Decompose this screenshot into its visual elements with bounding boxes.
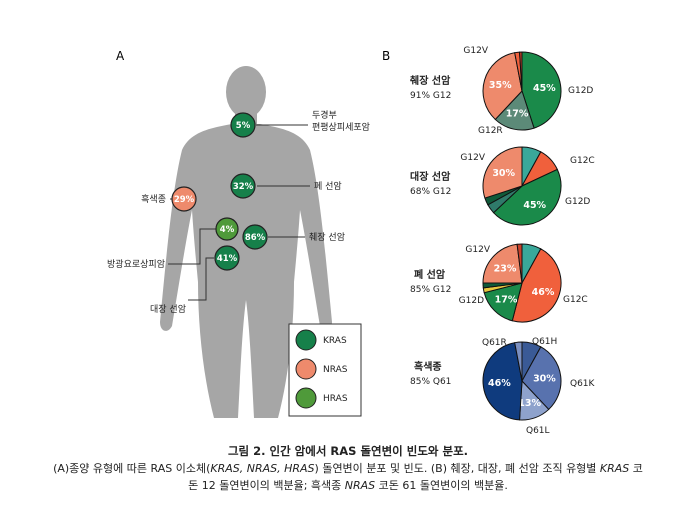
pie-3-slice-2-label: Q61L [526, 426, 550, 436]
figure: A 5% 29% 32% 86% 4% 41% 두경부 편평상피세포암 흑색종 [107, 46, 596, 436]
pie-title-melanoma: 흑색종 [414, 360, 442, 373]
caption-text: 코돈 61 돌연변이의 백분율. [375, 479, 508, 492]
pie-2-slice-2-label: G12D [459, 296, 484, 306]
site-label-pancreas: 췌장 선암 [309, 231, 345, 243]
pie-0-slice-2 [482, 52, 523, 121]
site-label-colorectal: 대장 선암 [150, 303, 186, 315]
site-pct-colorectal: 41% [217, 254, 238, 264]
pie-0-slice-1-value: 17% [506, 109, 529, 120]
pie-2-slice-1-value: 46% [532, 287, 555, 298]
pie-0-slice-0 [521, 51, 562, 129]
panel-a-label: A [116, 49, 125, 63]
panel-b-label: B [382, 49, 390, 63]
legend-swatch-nras [295, 358, 317, 380]
pie-2-slice-1-label: G12C [563, 295, 588, 305]
pie-1-slice-5-label: G12V [460, 153, 485, 163]
pie-0-slice-1-label: G12R [478, 126, 503, 136]
pie-1-slice-2-label: G12D [565, 197, 590, 207]
pie-2-slice-6 [516, 243, 523, 284]
caption-gene-name: NRAS [344, 479, 376, 492]
pie-1-slice-1-label: G12C [570, 156, 595, 166]
pie-3-slice-2-value: 13% [518, 398, 541, 409]
pie-0-slice-0-label: G12D [568, 86, 593, 96]
site-label-melanoma: 흑색종 [141, 193, 166, 205]
pie-2-slice-5-label: G12V [465, 245, 490, 255]
caption-gene-names: KRAS, NRAS, HRAS [210, 462, 315, 475]
caption-line-1: (A)종양 유형에 따른 RAS 이소체(KRAS, NRAS, HRAS) 돌… [40, 460, 656, 477]
caption-text: ) 돌연변이 분포 및 빈도. (B) 췌장, 대장, 폐 선암 조직 유형별 [314, 462, 600, 475]
pie-0-slice-4 [519, 51, 523, 92]
site-circle-colorectal [214, 245, 240, 271]
legend-swatch-hras [295, 387, 317, 409]
caption-text: 돈 12 돌연변이의 백분율; 흑색종 [188, 479, 345, 492]
site-circle-pancreas [242, 224, 268, 250]
pie-title-lung: 폐 선암 [414, 268, 446, 281]
caption-line-2: 돈 12 돌연변이의 백분율; 흑색종 NRAS 코돈 61 돌연변이의 백분율… [40, 477, 656, 494]
site-pct-head-neck: 5% [236, 121, 251, 131]
leader-line-bladder [168, 228, 216, 265]
site-circle-melanoma [171, 186, 197, 212]
pie-3-slice-0-label: Q61H [532, 337, 557, 347]
pie-title-pancreas: 췌장 선암 [410, 74, 451, 87]
pie-3-slice-4 [514, 341, 523, 382]
legend-label-kras: KRAS [323, 336, 347, 346]
legend-label-hras: HRAS [323, 394, 348, 404]
pie-subtitle-melanoma: 85% Q61 [410, 377, 451, 387]
site-pct-melanoma: 29% [174, 195, 195, 205]
site-label-bladder: 방광요로상피암 [107, 258, 165, 270]
pie-1-slice-2-value: 45% [523, 200, 546, 211]
pie-3-slice-3-value: 46% [488, 378, 511, 389]
pie-2-slice-2 [483, 282, 523, 322]
site-label-lung: 폐 선암 [314, 180, 342, 192]
site-pct-pancreas: 86% [245, 233, 266, 243]
pie-1-slice-5-value: 30% [492, 168, 515, 179]
site-circle-head-neck [230, 112, 256, 138]
pie-3-slice-3-label: Q61R [482, 338, 507, 348]
pie-0-slice-3-label: G12V [463, 46, 488, 56]
pie-3-slice-1-label: Q61K [570, 379, 596, 389]
caption-title: 그림 2. 인간 암에서 RAS 돌연변이 빈도와 분포. [227, 444, 469, 458]
gene-legend: KRAS NRAS HRAS [288, 323, 362, 417]
legend-swatch-kras [295, 329, 317, 351]
site-pct-lung: 32% [233, 182, 254, 192]
pie-0-slice-1 [494, 90, 535, 131]
caption-gene-name: KRAS [599, 462, 630, 475]
pie-1-slice-2 [492, 168, 562, 226]
pie-2-slice-2-value: 17% [495, 294, 518, 305]
pie-1-slice-5 [482, 146, 523, 199]
pie-subtitle-lung: 85% G12 [410, 285, 451, 295]
pie-3-slice-3 [482, 342, 523, 421]
figure-caption: 그림 2. 인간 암에서 RAS 돌연변이 빈도와 분포. (A)종양 유형에 … [40, 443, 656, 494]
leader-line-colorectal [188, 257, 214, 301]
pie-0-slice-0-value: 45% [533, 83, 556, 94]
pie-3-slice-1 [521, 346, 562, 411]
caption-text: (A)종양 유형에 따른 RAS 이소체( [53, 462, 211, 475]
pie-subtitle-colorectal: 68% G12 [410, 187, 451, 197]
legend-label-nras: NRAS [323, 365, 348, 375]
pie-0-slice-2-value: 35% [489, 80, 512, 91]
pie-2-slice-1 [511, 248, 562, 323]
caption-text: 코 [629, 462, 643, 475]
site-pct-bladder: 4% [220, 225, 235, 235]
pie-2-slice-5 [482, 243, 523, 284]
site-circle-lung [230, 173, 256, 199]
site-circle-bladder [215, 217, 239, 241]
pie-2-slice-5-value: 23% [494, 264, 517, 275]
pie-3-slice-1-value: 30% [533, 374, 556, 385]
site-label-head-neck: 두경부 편평상피세포암 [312, 109, 370, 133]
pie-subtitle-pancreas: 91% G12 [410, 91, 451, 101]
pie-title-colorectal: 대장 선암 [410, 170, 451, 183]
